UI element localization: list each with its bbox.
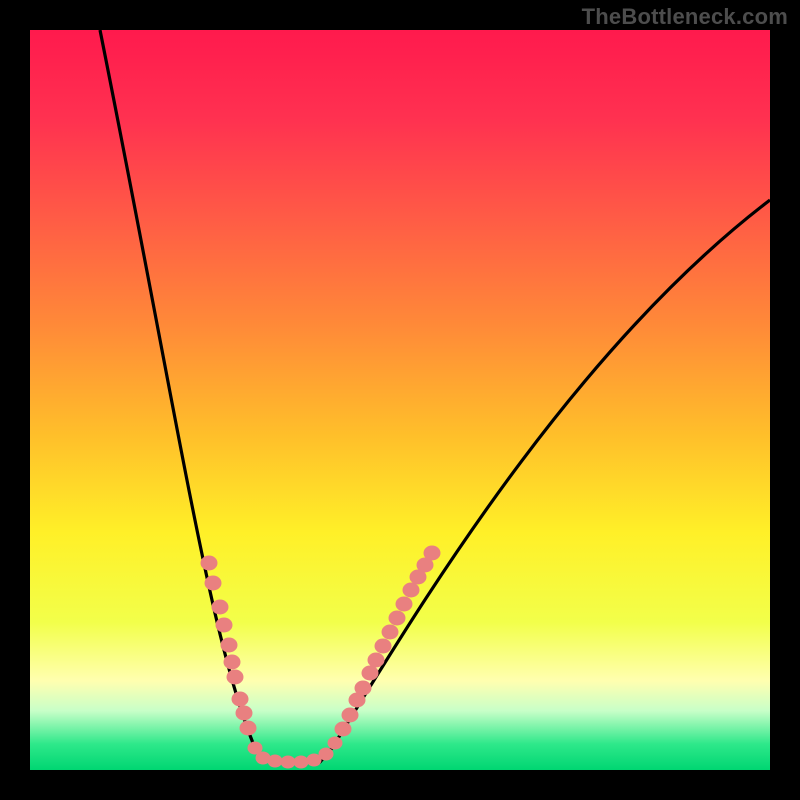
- curve-marker: [328, 737, 343, 750]
- curve-marker: [342, 708, 359, 723]
- curve-marker: [355, 681, 372, 696]
- curve-marker: [227, 670, 244, 685]
- curve-marker: [201, 556, 218, 571]
- curve-marker: [403, 583, 420, 598]
- curve-marker: [294, 756, 309, 769]
- curve-marker: [389, 611, 406, 626]
- gradient-background: [30, 30, 770, 770]
- curve-marker: [212, 600, 229, 615]
- curve-marker: [335, 722, 352, 737]
- plot-svg: [0, 0, 800, 800]
- curve-marker: [375, 639, 392, 654]
- curve-marker: [368, 653, 385, 668]
- curve-marker: [281, 756, 296, 769]
- curve-marker: [236, 706, 253, 721]
- curve-marker: [221, 638, 238, 653]
- watermark-text: TheBottleneck.com: [582, 4, 788, 30]
- curve-marker: [362, 666, 379, 681]
- curve-marker: [216, 618, 233, 633]
- curve-marker: [205, 576, 222, 591]
- curve-marker: [224, 655, 241, 670]
- chart-frame: TheBottleneck.com: [0, 0, 800, 800]
- curve-marker: [232, 692, 249, 707]
- curve-marker: [240, 721, 257, 736]
- curve-marker: [319, 748, 334, 761]
- curve-marker: [268, 755, 283, 768]
- curve-marker: [382, 625, 399, 640]
- curve-marker: [424, 546, 441, 561]
- curve-marker: [396, 597, 413, 612]
